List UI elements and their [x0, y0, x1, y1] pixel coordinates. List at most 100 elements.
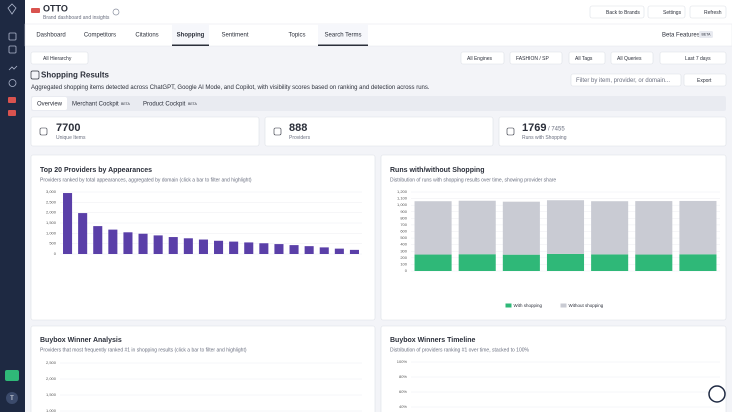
- y-tick-label: 700: [400, 222, 407, 227]
- settings-button[interactable]: [647, 5, 686, 19]
- stat-card: [498, 116, 727, 147]
- sidebar-icons: [7, 3, 18, 87]
- bar: [289, 245, 299, 254]
- y-tick-label: 60%: [399, 389, 407, 394]
- bar: [214, 240, 224, 254]
- export-label: Export: [697, 78, 712, 84]
- legend-swatch: [560, 303, 567, 308]
- refresh-button[interactable]: [689, 5, 727, 19]
- bar-segment: [546, 200, 585, 254]
- subtab[interactable]: Merchant Cockpit: [72, 102, 119, 108]
- hierarchy-filter[interactable]: [30, 51, 89, 65]
- y-tick-label: 2,500: [46, 199, 57, 204]
- stat-icon: [39, 127, 48, 136]
- date-filter[interactable]: [659, 51, 727, 65]
- export-button[interactable]: [683, 73, 727, 87]
- y-tick-label: 800: [400, 215, 407, 220]
- stat-value: 888: [289, 122, 307, 134]
- subtab[interactable]: Product Cockpit: [143, 102, 186, 108]
- chart-title: Buybox Winner Analysis: [40, 337, 122, 344]
- bar: [153, 235, 163, 254]
- avatar-initial: T: [10, 396, 14, 402]
- nav-icon[interactable]: [8, 45, 17, 54]
- tab-bg: [318, 24, 368, 46]
- nav-icon[interactable]: [8, 32, 17, 41]
- subtab-bar: [31, 96, 726, 111]
- bar: [168, 237, 178, 254]
- subtab-badge: BETA: [188, 102, 198, 106]
- tab[interactable]: Search Terms: [325, 33, 362, 39]
- stat-value: 7700: [56, 122, 80, 134]
- tags-filter[interactable]: [568, 51, 606, 65]
- bar: [274, 244, 284, 254]
- bar: [93, 226, 103, 254]
- bar-segment: [679, 200, 717, 255]
- active-subtab: [32, 97, 67, 110]
- legend-label: Without shopping: [569, 303, 604, 308]
- beta-features[interactable]: Beta Features: [662, 33, 700, 39]
- nav-icon[interactable]: [8, 65, 18, 71]
- y-tick-label: 1,000: [397, 202, 408, 207]
- tab[interactable]: Topics: [288, 33, 305, 39]
- engines-filter[interactable]: [460, 51, 505, 65]
- nav-icon[interactable]: [8, 79, 17, 87]
- stat-label: Runs with Shopping: [522, 135, 567, 141]
- chart-title: Top 20 Providers by Appearances: [40, 167, 152, 174]
- bar: [319, 247, 329, 254]
- search-input[interactable]: [570, 73, 682, 87]
- filter-label: All Hierarchy: [43, 56, 72, 62]
- stat-label: Unique Items: [56, 135, 86, 141]
- avatar[interactable]: [6, 392, 18, 404]
- y-tick-label: 1,000: [46, 230, 57, 235]
- active-tab-underline: [172, 44, 209, 46]
- y-tick-label: 1,200: [397, 189, 408, 194]
- stat-label: Providers: [289, 135, 311, 141]
- chat-button[interactable]: [5, 370, 19, 381]
- chart-subtitle: Distribution of runs with shopping resul…: [390, 177, 556, 183]
- tab[interactable]: Citations: [135, 33, 158, 39]
- bar: [123, 232, 133, 254]
- chart-title: Runs with/without Shopping: [390, 167, 484, 174]
- bar: [334, 248, 344, 254]
- chart-card: [380, 325, 727, 412]
- tab[interactable]: Shopping: [177, 33, 205, 39]
- bar-segment: [635, 254, 673, 271]
- y-tick-label: 100: [400, 261, 407, 266]
- flag-icon[interactable]: [8, 110, 16, 116]
- bar: [244, 242, 254, 254]
- y-tick-label: 500: [400, 235, 407, 240]
- chart-subtitle: Providers ranked by total appearances, a…: [40, 177, 252, 183]
- bar: [78, 213, 88, 254]
- legend-swatch: [505, 303, 512, 308]
- tab[interactable]: Competitors: [84, 33, 116, 39]
- filter-label: All Queries: [617, 56, 642, 62]
- subtab-badge: BETA: [121, 102, 131, 106]
- bar: [304, 246, 314, 254]
- back-button[interactable]: [589, 5, 645, 19]
- stat-icon: [506, 127, 515, 136]
- bar-segment: [414, 201, 452, 255]
- y-tick-label: 0: [54, 251, 57, 256]
- tab[interactable]: Sentiment: [221, 33, 248, 39]
- tab[interactable]: Dashboard: [36, 33, 65, 39]
- sidebar-logo[interactable]: [7, 3, 17, 15]
- stat-card: [264, 116, 494, 147]
- bar-segment: [591, 201, 629, 255]
- brand-logo: [31, 8, 40, 13]
- chart-card: [30, 154, 376, 321]
- bar: [229, 241, 239, 254]
- section-title: Shopping Results: [41, 71, 110, 80]
- subtab[interactable]: Overview: [37, 102, 63, 108]
- filter-label: All Engines: [467, 56, 493, 62]
- category-filter[interactable]: [509, 51, 563, 65]
- share-icon[interactable]: [112, 8, 120, 16]
- beta-badge: [699, 31, 713, 38]
- bar: [259, 243, 269, 254]
- flag-icon[interactable]: [8, 97, 16, 103]
- help-button[interactable]: [708, 385, 726, 403]
- bar-segment: [458, 200, 496, 255]
- filter-label: Last 7 days: [685, 56, 711, 62]
- queries-filter[interactable]: [610, 51, 654, 65]
- bar: [138, 233, 148, 254]
- y-tick-label: 400: [400, 242, 407, 247]
